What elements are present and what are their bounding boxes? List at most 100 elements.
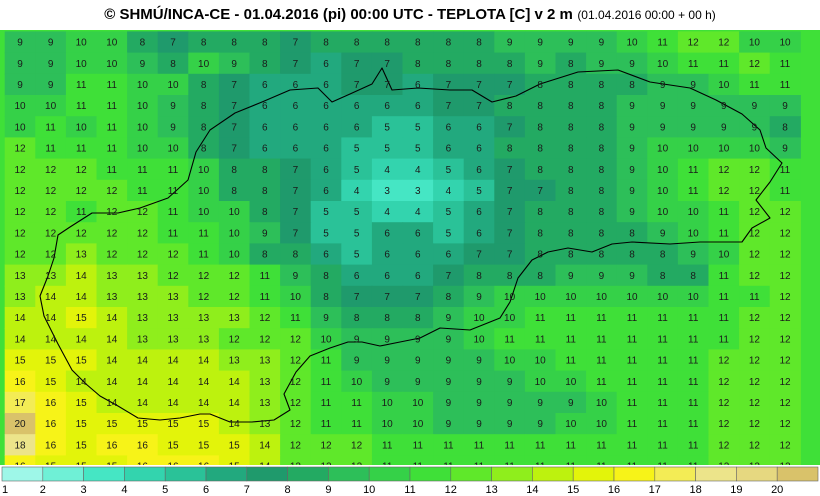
grid-value: 11 xyxy=(321,419,332,430)
temperature-cell xyxy=(4,455,36,465)
grid-value: 10 xyxy=(198,165,210,176)
grid-value: 6 xyxy=(293,144,299,155)
grid-value: 6 xyxy=(415,101,421,112)
temperature-cell xyxy=(249,391,281,414)
grid-value: 9 xyxy=(537,419,543,430)
temperature-cell xyxy=(188,349,220,372)
grid-value: 11 xyxy=(688,419,699,430)
grid-value: 11 xyxy=(657,462,668,465)
grid-value: 9 xyxy=(476,419,482,430)
temperature-cell xyxy=(35,222,67,244)
grid-value: 8 xyxy=(323,38,329,49)
grid-value: 9 xyxy=(629,122,635,133)
grid-value: 11 xyxy=(688,165,699,176)
grid-value: 8 xyxy=(354,38,360,49)
grid-value: 7 xyxy=(354,292,360,303)
temperature-cell xyxy=(739,434,771,456)
temperature-cell xyxy=(4,307,36,329)
grid-value: 8 xyxy=(170,59,176,70)
grid-value: 6 xyxy=(323,101,329,112)
temperature-cell xyxy=(463,243,495,266)
temperature-cell xyxy=(524,201,557,223)
grid-value: 10 xyxy=(657,165,669,176)
temperature-cell xyxy=(96,31,128,54)
grid-value: 15 xyxy=(229,462,241,465)
grid-value: 7 xyxy=(507,228,513,239)
legend-label: 19 xyxy=(730,484,742,496)
temperature-cell xyxy=(310,328,342,350)
grid-value: 7 xyxy=(507,250,513,261)
grid-value: 8 xyxy=(629,80,635,91)
grid-value: 12 xyxy=(779,440,791,451)
grid-value: 15 xyxy=(106,462,118,465)
temperature-cell xyxy=(524,116,557,138)
temperature-cell xyxy=(555,116,587,138)
grid-value: 9 xyxy=(48,38,54,49)
temperature-cell xyxy=(371,137,404,160)
grid-value: 8 xyxy=(262,250,268,261)
temperature-cell xyxy=(218,52,251,75)
temperature-cell xyxy=(433,370,465,393)
temperature-cell xyxy=(402,201,434,223)
grid-value: 9 xyxy=(752,122,758,133)
temperature-cell xyxy=(310,158,342,181)
temperature-cell xyxy=(4,137,36,160)
temperature-cell xyxy=(463,434,495,456)
grid-value: 12 xyxy=(749,313,761,324)
grid-value: 6 xyxy=(323,165,329,176)
temperature-cell xyxy=(127,52,159,75)
grid-value: 11 xyxy=(657,334,668,345)
temperature-cell xyxy=(708,434,740,456)
temperature-cell xyxy=(555,52,587,75)
temperature-cell xyxy=(65,413,98,435)
temperature-cell xyxy=(310,95,342,117)
temperature-cell xyxy=(65,179,98,202)
temperature-cell xyxy=(433,137,465,160)
grid-value: 15 xyxy=(76,313,88,324)
temperature-cell xyxy=(280,52,312,75)
temperature-cell xyxy=(769,179,801,202)
temperature-cell xyxy=(249,434,281,456)
grid-value: 11 xyxy=(168,207,179,218)
grid-value: 11 xyxy=(535,334,546,345)
temperature-cell xyxy=(769,307,801,329)
grid-value: 11 xyxy=(627,334,638,345)
temperature-cell xyxy=(647,285,679,308)
grid-value: 9 xyxy=(293,271,299,282)
grid-value: 8 xyxy=(507,144,513,155)
grid-value: 10 xyxy=(657,59,669,70)
grid-value: 9 xyxy=(568,271,574,282)
temperature-cell xyxy=(310,455,342,465)
temperature-cell xyxy=(616,52,648,75)
grid-value: 9 xyxy=(629,101,635,112)
grid-value: 9 xyxy=(476,292,482,303)
grid-value: 8 xyxy=(629,250,635,261)
temperature-cell xyxy=(371,179,404,202)
temperature-cell xyxy=(739,370,771,393)
grid-value: 13 xyxy=(198,334,210,345)
temperature-cell xyxy=(65,307,98,329)
grid-value: 15 xyxy=(76,462,88,465)
grid-value: 14 xyxy=(137,398,149,409)
grid-value: 12 xyxy=(749,334,761,345)
grid-value: 10 xyxy=(718,144,730,155)
grid-value: 11 xyxy=(657,440,668,451)
temperature-cell xyxy=(494,158,526,181)
grid-value: 11 xyxy=(596,334,607,345)
grid-value: 6 xyxy=(384,271,390,282)
temperature-cell xyxy=(4,328,36,350)
grid-value: 5 xyxy=(323,228,329,239)
grid-value: 10 xyxy=(688,207,700,218)
legend-swatch xyxy=(613,466,656,482)
grid-value: 8 xyxy=(201,38,207,49)
grid-value: 7 xyxy=(354,80,360,91)
temperature-cell xyxy=(769,349,801,372)
grid-value: 11 xyxy=(627,419,638,430)
grid-value: 5 xyxy=(354,165,360,176)
temperature-cell xyxy=(739,158,771,181)
grid-value: 9 xyxy=(17,38,23,49)
temperature-cell xyxy=(249,31,281,54)
legend-label: 2 xyxy=(40,484,46,496)
grid-value: 12 xyxy=(749,186,761,197)
grid-value: 7 xyxy=(384,292,390,303)
